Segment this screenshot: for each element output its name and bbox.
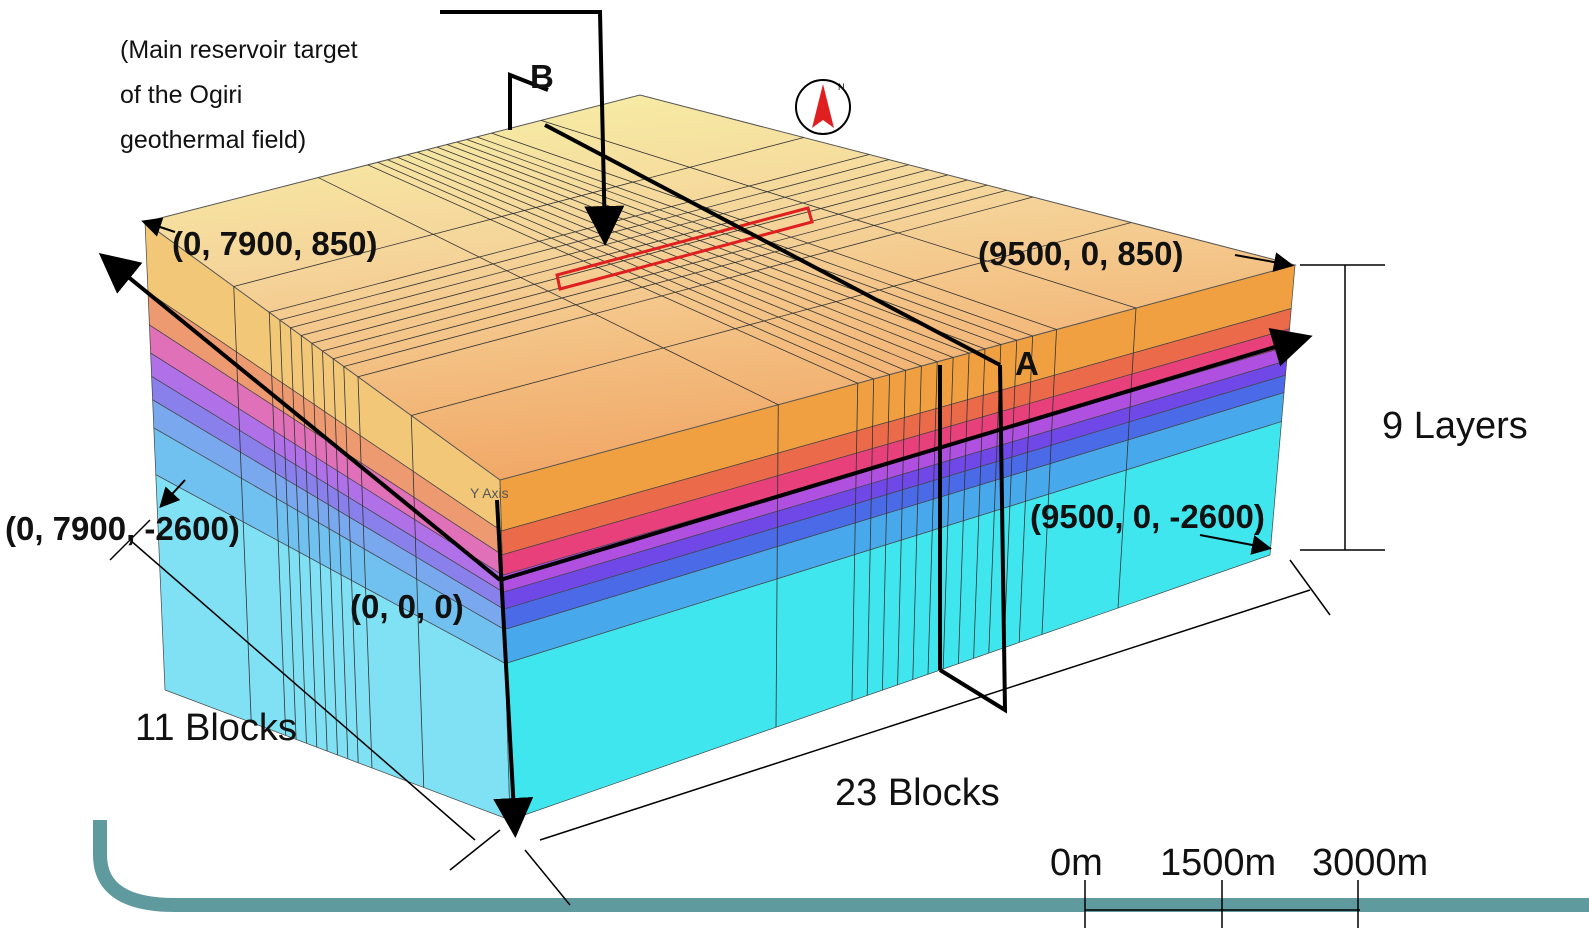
dimension-label: 23 Blocks xyxy=(835,772,1000,814)
callout-text: geothermal field) xyxy=(120,126,306,154)
coordinate-label: (9500, 0, 850) xyxy=(978,235,1183,272)
coordinate-label: (0, 0, 0) xyxy=(350,588,464,625)
section-label: B xyxy=(530,58,554,95)
compass-label: N xyxy=(838,82,845,92)
section-label: A xyxy=(1015,345,1039,382)
scale-label: 0m xyxy=(1050,842,1103,884)
coordinate-label: (0, 7900, 850) xyxy=(172,225,377,262)
callout-text: of the Ogiri xyxy=(120,81,242,109)
coordinate-label: (9500, 0, -2600) xyxy=(1030,498,1265,535)
callout-text: (Main reservoir target xyxy=(120,36,358,64)
scale-label: 3000m xyxy=(1312,842,1428,884)
dimension-label: 11 Blocks xyxy=(135,707,297,749)
coordinate-label: (0, 7900, -2600) xyxy=(5,510,240,547)
axis-label: Y Axis xyxy=(470,485,509,501)
reservoir-model-diagram: N (Main reservoir target of the Ogiri ge… xyxy=(0,0,1589,928)
scale-label: 1500m xyxy=(1160,842,1276,884)
dimension-label: 9 Layers xyxy=(1382,405,1528,447)
